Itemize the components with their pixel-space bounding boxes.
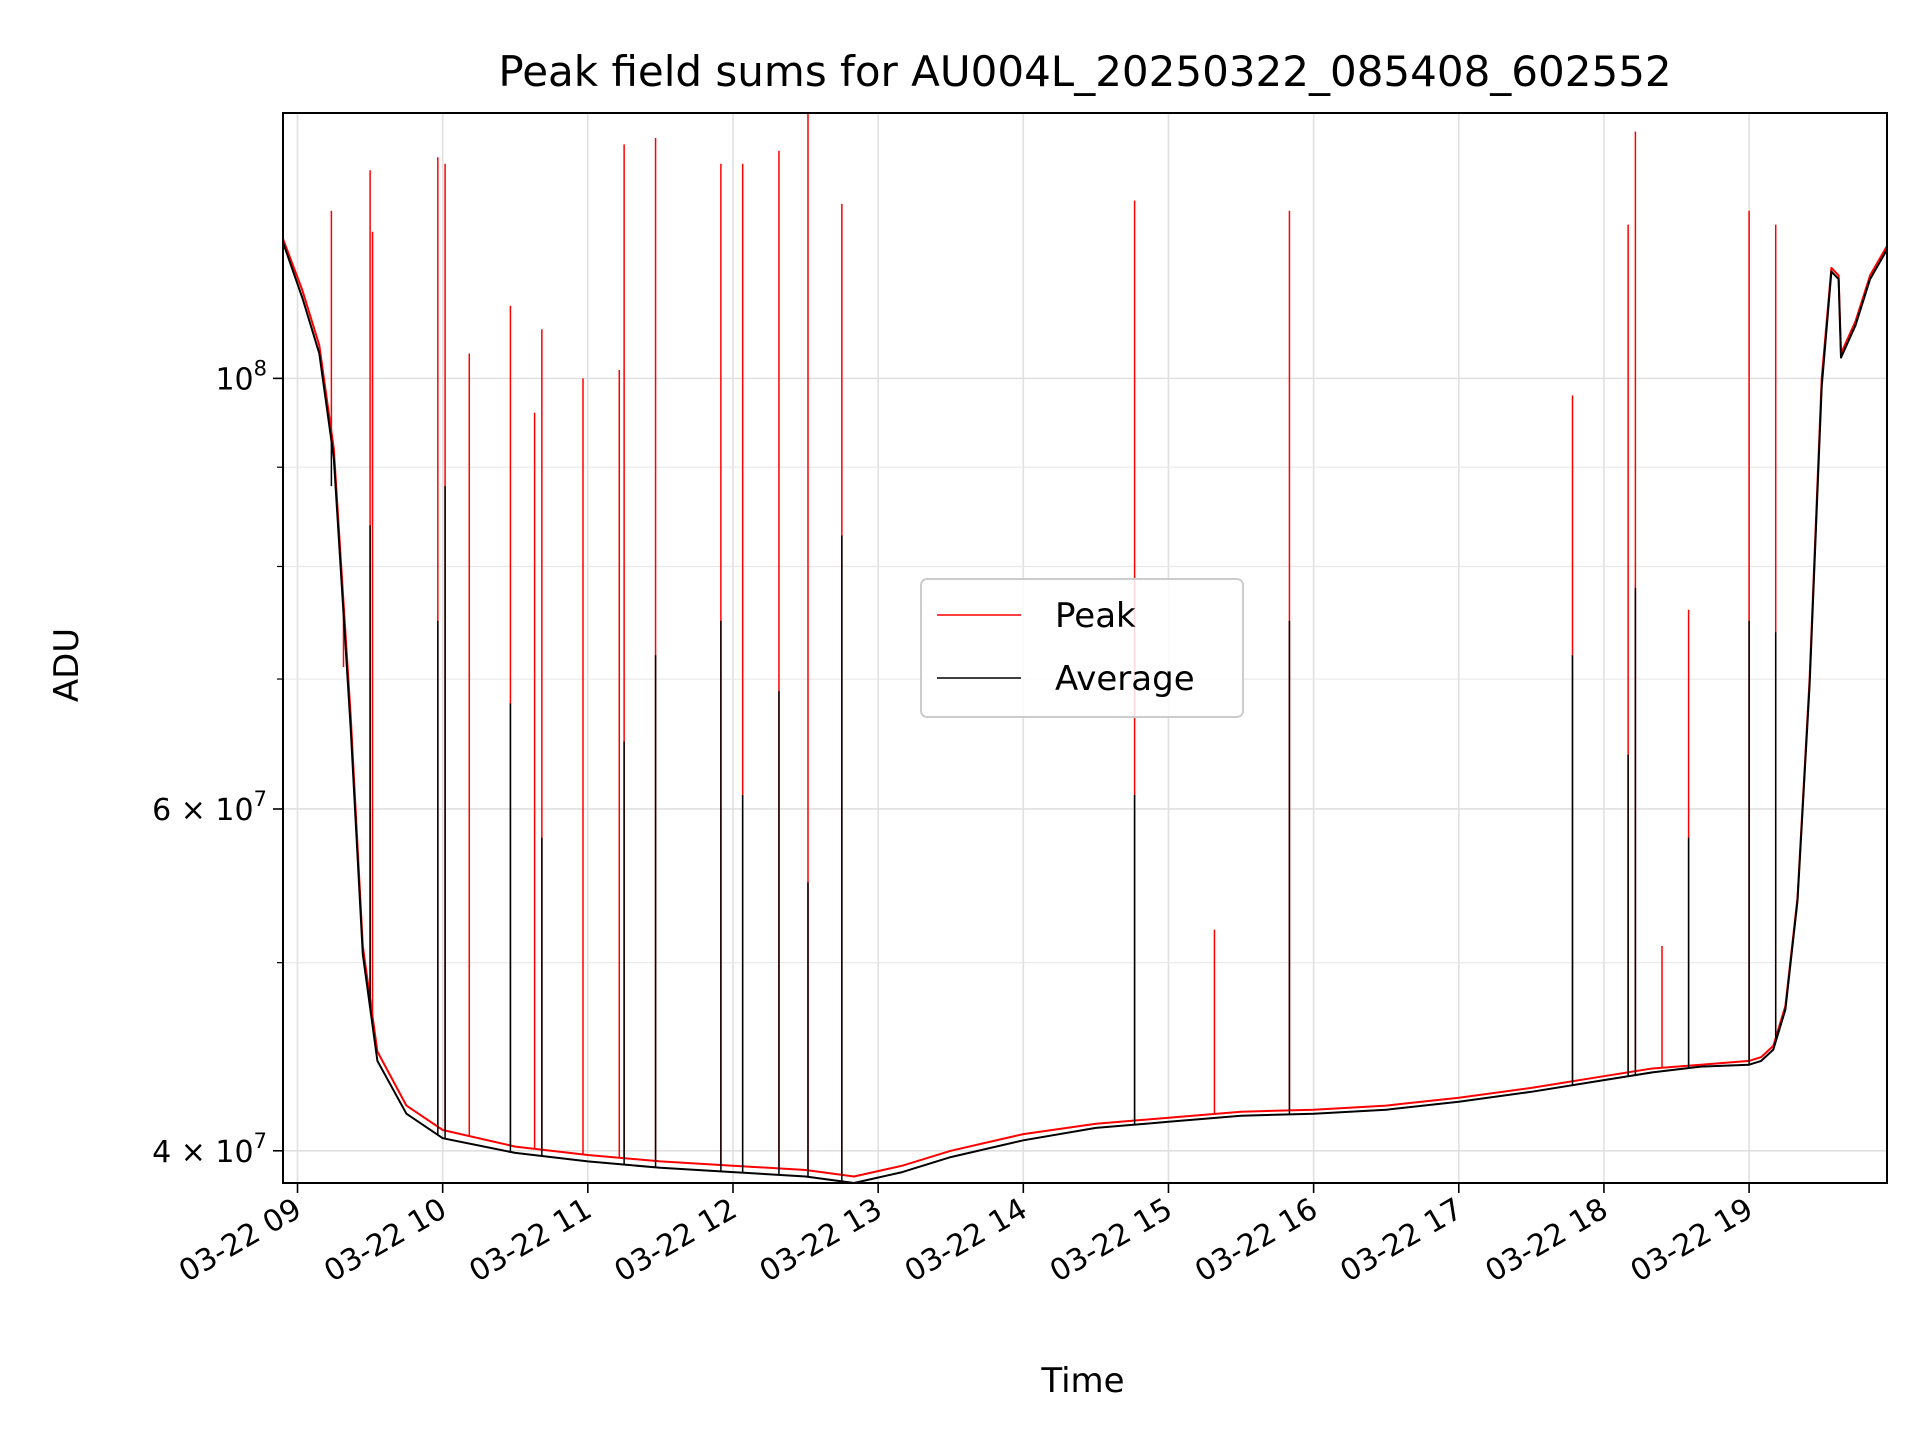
plot-frame	[282, 112, 1888, 1184]
legend-label-average: Average	[1055, 659, 1195, 699]
legend: Peak Average	[920, 578, 1244, 718]
y-tick-label: 4 × 107	[152, 1129, 267, 1170]
plot-series	[282, 113, 1888, 1184]
series-line-average	[282, 242, 1888, 1184]
chart-title: Peak field sums for AU004L_20250322_0854…	[498, 47, 1671, 96]
x-axis-label: Time	[1040, 1361, 1124, 1401]
legend-box	[920, 578, 1244, 718]
y-tick-label: 108	[215, 356, 267, 397]
legend-label-peak: Peak	[1055, 596, 1136, 636]
y-axis-label: ADU	[47, 628, 87, 702]
y-tick-label: 6 × 107	[152, 787, 267, 828]
